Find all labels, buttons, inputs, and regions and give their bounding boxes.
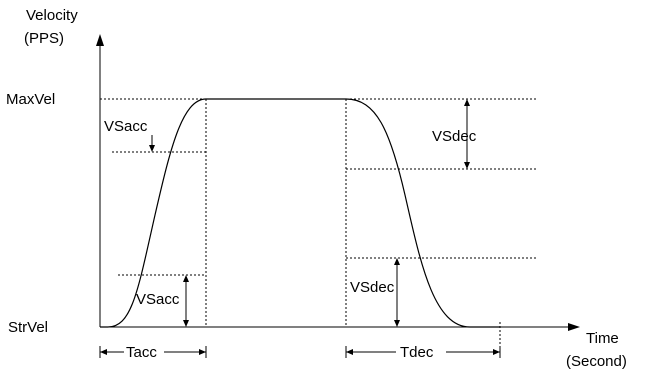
- vsdec-bottom-arrowhead-up: [394, 258, 400, 265]
- tacc-label: Tacc: [126, 344, 157, 361]
- vsdec-top-arrowhead-up: [464, 99, 470, 106]
- maxvel-label: MaxVel: [6, 91, 55, 108]
- vsdec-top-label: VSdec: [432, 128, 477, 145]
- y-axis-label-line2: (PPS): [24, 30, 64, 47]
- tacc-arrowhead-right: [199, 349, 206, 355]
- vsacc-top-label: VSacc: [104, 118, 148, 135]
- strvel-label: StrVel: [8, 319, 48, 336]
- vsdec-bottom-arrowhead-down: [394, 320, 400, 327]
- tdec-label: Tdec: [400, 344, 434, 361]
- vsdec-bottom-label: VSdec: [350, 279, 395, 296]
- vsacc-bottom-arrowhead-up: [183, 275, 189, 282]
- x-axis-arrowhead: [568, 323, 580, 331]
- tdec-arrowhead-left: [346, 349, 353, 355]
- vsacc-top-arrowhead: [149, 145, 155, 152]
- x-axis-label-line2: (Second): [566, 353, 627, 370]
- y-axis-arrowhead: [96, 34, 104, 46]
- y-axis-label-line1: Velocity: [26, 7, 78, 24]
- vsacc-bottom-label: VSacc: [136, 291, 180, 308]
- x-axis-label-line1: Time: [586, 330, 619, 347]
- tdec-arrowhead-right: [493, 349, 500, 355]
- tacc-arrowhead-left: [100, 349, 107, 355]
- vsacc-bottom-arrowhead-down: [183, 320, 189, 327]
- vsdec-top-arrowhead-down: [464, 162, 470, 169]
